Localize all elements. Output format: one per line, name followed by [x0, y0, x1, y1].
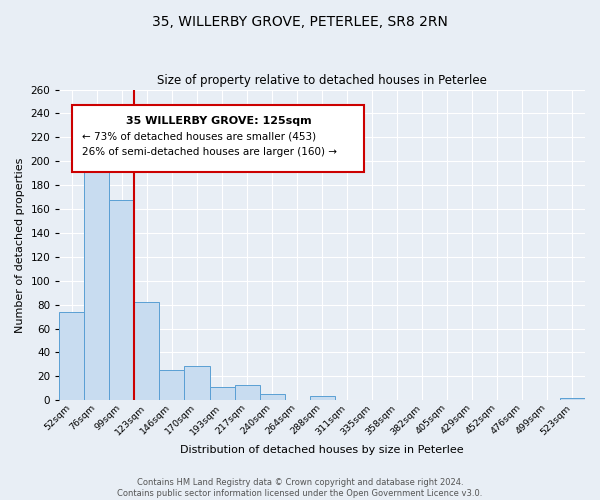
Text: Contains HM Land Registry data © Crown copyright and database right 2024.
Contai: Contains HM Land Registry data © Crown c… — [118, 478, 482, 498]
Bar — [209, 387, 235, 400]
Y-axis label: Number of detached properties: Number of detached properties — [15, 157, 25, 332]
Text: 26% of semi-detached houses are larger (160) →: 26% of semi-detached houses are larger (… — [82, 147, 337, 157]
Title: Size of property relative to detached houses in Peterlee: Size of property relative to detached ho… — [157, 74, 487, 87]
Text: 35, WILLERBY GROVE, PETERLEE, SR8 2RN: 35, WILLERBY GROVE, PETERLEE, SR8 2RN — [152, 15, 448, 29]
Bar — [160, 370, 184, 400]
Bar — [310, 396, 335, 400]
Bar — [260, 394, 284, 400]
Bar — [560, 398, 585, 400]
Bar — [235, 385, 260, 400]
Bar — [85, 156, 109, 400]
X-axis label: Distribution of detached houses by size in Peterlee: Distribution of detached houses by size … — [181, 445, 464, 455]
Bar — [109, 200, 134, 400]
Bar — [184, 366, 209, 400]
Bar — [134, 302, 160, 400]
Text: ← 73% of detached houses are smaller (453): ← 73% of detached houses are smaller (45… — [82, 132, 316, 141]
Text: 35 WILLERBY GROVE: 125sqm: 35 WILLERBY GROVE: 125sqm — [125, 116, 311, 126]
Bar — [59, 312, 85, 400]
FancyBboxPatch shape — [73, 105, 364, 172]
